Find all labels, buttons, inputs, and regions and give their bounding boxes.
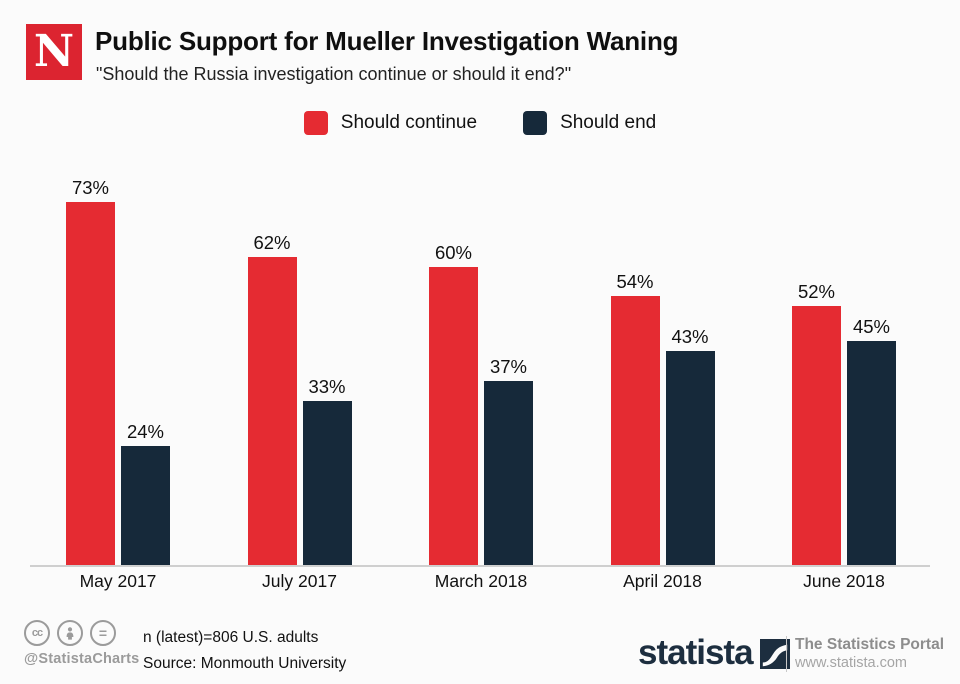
bar-value-label: 73% (71, 177, 110, 198)
bar-should-end: 33% (302, 376, 352, 565)
x-axis-labels: May 2017 July 2017 March 2018 April 2018 Jun… (30, 571, 930, 595)
legend-label: Should continue (340, 112, 478, 133)
bar-group-2: 60% 37% (429, 148, 533, 565)
plot-area: 73% 24% 62% 33% 60% 37% 54% 43% 52% 45% (30, 148, 930, 567)
footer-notes: n (latest)=806 U.S. adults Source: Monmo… (143, 625, 346, 677)
legend-swatch (523, 111, 548, 135)
cc-license-icons: cc = (24, 620, 116, 646)
attribution-icon (57, 620, 83, 646)
bar-should-end: 24% (121, 421, 170, 565)
bar-should-end: 37% (484, 356, 533, 565)
x-axis-label: June 2018 (803, 571, 885, 591)
bar-should-continue: 73% (66, 177, 115, 565)
portal-url: www.statista.com (795, 655, 907, 671)
legend-item-1: Should end (523, 111, 656, 135)
page-subtitle: "Should the Russia investigation continu… (96, 64, 572, 84)
bar-value-label: 45% (852, 316, 891, 337)
page-title: Public Support for Mueller Investigation… (95, 26, 679, 56)
x-axis-label: May 2017 (79, 571, 157, 591)
legend: Should continue Should end (0, 108, 960, 138)
x-axis-label: March 2018 (434, 571, 528, 591)
bar-should-end: 45% (847, 316, 896, 565)
statista-wordmark: statista (638, 633, 754, 672)
cc-icon: cc (24, 620, 50, 646)
bar-group-4: 52% 45% (792, 148, 896, 565)
newsweek-logo-letter: N (33, 26, 75, 77)
person-icon (66, 627, 74, 640)
bar-value-label: 62% (253, 232, 291, 253)
legend-label: Should end (560, 112, 657, 133)
bar-value-label: 33% (308, 376, 346, 397)
bar-value-label: 52% (797, 281, 836, 302)
bar-value-label: 37% (489, 356, 528, 377)
sample-note: n (latest)=806 U.S. adults (143, 629, 319, 646)
x-axis-label: April 2018 (623, 571, 702, 591)
bar-value-label: 24% (126, 421, 165, 442)
statista-logo-icon (759, 639, 790, 669)
bar-group-3: 54% 43% (610, 148, 715, 565)
chart: 73% 24% 62% 33% 60% 37% 54% 43% 52% 45% May 2017 J… (30, 148, 930, 598)
x-axis-label: July 2017 (262, 571, 337, 591)
bar-value-label: 60% (434, 242, 473, 263)
source-note: Source: Monmouth University (143, 655, 347, 672)
bar-group-0: 73% 24% (66, 148, 170, 565)
equal-icon: = (90, 620, 116, 646)
bar-should-continue: 52% (792, 281, 841, 565)
legend-item-0: Should continue (303, 111, 478, 135)
bar-should-continue: 60% (429, 242, 478, 565)
legend-swatch (303, 111, 328, 135)
bar-should-continue: 54% (610, 271, 660, 565)
statista-logo: statista (638, 633, 790, 672)
portal-title: The Statistics Portal (795, 636, 945, 653)
statista-charts-handle: @StatistaCharts (24, 651, 140, 667)
bar-value-label: 54% (616, 271, 654, 292)
bar-group-1: 62% 33% (247, 148, 352, 565)
bar-should-continue: 62% (247, 232, 297, 565)
newsweek-logo: N (26, 24, 82, 80)
footer-divider (786, 636, 787, 672)
bar-should-end: 43% (665, 326, 715, 565)
portal-block: The Statistics Portal www.statista.com (795, 636, 944, 672)
bar-value-label: 43% (671, 326, 709, 347)
